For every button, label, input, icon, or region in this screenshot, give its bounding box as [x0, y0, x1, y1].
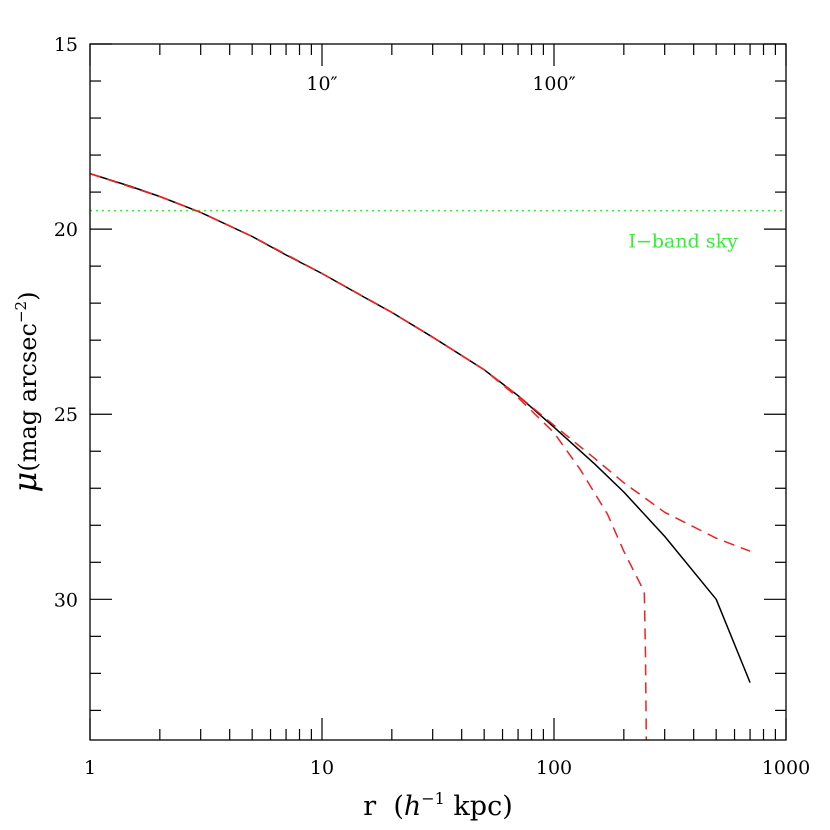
y-tick-label: 15: [54, 34, 78, 56]
x-tick-label: 100: [536, 757, 572, 779]
y-tick-label: 25: [54, 404, 78, 426]
y-tick-label: 20: [54, 219, 78, 241]
y-axis-label-symbol: μ: [6, 472, 44, 493]
tick-labels: 1 10 100 1000 15 20 25 30 10″ 100″: [54, 34, 810, 779]
x-tick-label: 10: [310, 757, 334, 779]
top-tick-label: 100″: [532, 73, 575, 95]
x-axis-label-suffix: kpc): [445, 791, 513, 822]
y-tick-label: 30: [54, 589, 78, 611]
y-axis-label-text: (mag arcsec: [14, 323, 42, 472]
x-tick-label: 1000: [762, 757, 810, 779]
x-tick-label: 1: [84, 757, 96, 779]
y-axis-label: μ(mag arcsec−2): [6, 292, 44, 493]
x-axis-label: r (h−1 kpc): [363, 789, 512, 822]
plot-frame: [89, 43, 787, 741]
sky-label: I−band sky: [628, 231, 738, 253]
series-lines: [89, 172, 751, 741]
x-axis-label-symbol: h: [404, 791, 421, 822]
y-axis-label-exponent: −2: [12, 301, 30, 323]
y-axis-label-suffix: ): [14, 292, 42, 301]
x-axis-label-prefix: r (: [363, 791, 404, 822]
tick-marks: [89, 43, 787, 740]
series-line-3: [89, 172, 648, 741]
top-tick-label: 10″: [306, 73, 337, 95]
x-axis-label-exponent: −1: [421, 789, 445, 808]
